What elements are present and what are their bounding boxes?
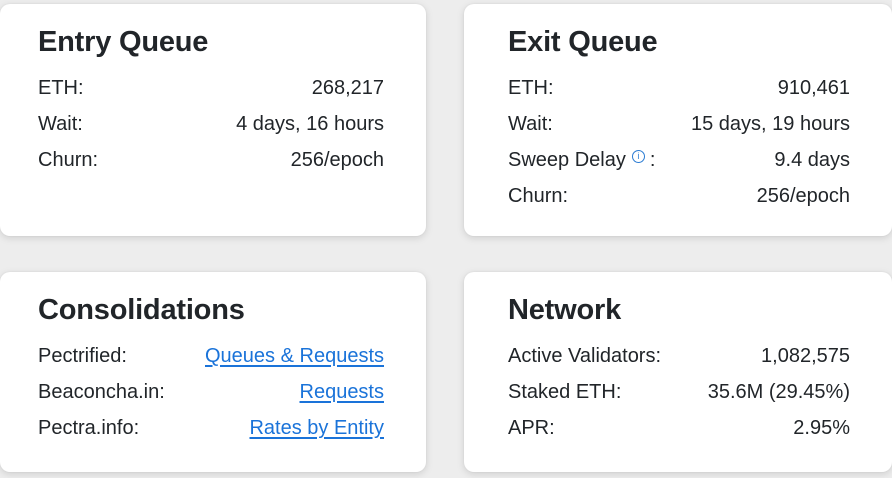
stat-label: Pectra.info: <box>38 417 140 439</box>
exit-queue-sweep-delay-row: Sweep Delay i: 9.4 days <box>508 142 850 178</box>
entry-queue-card: Entry Queue ETH: 268,217 Wait: 4 days, 1… <box>0 4 426 236</box>
exit-queue-title: Exit Queue <box>508 26 658 58</box>
entry-queue-wait-row: Wait: 4 days, 16 hours <box>38 106 384 142</box>
exit-queue-eth-row: ETH: 910,461 <box>508 70 850 106</box>
stat-label: APR: <box>508 417 555 439</box>
stat-value: 15 days, 19 hours <box>691 113 850 135</box>
stat-value: 910,461 <box>777 77 850 99</box>
stat-value: 35.6M (29.45%) <box>707 381 850 403</box>
beaconcha-requests-link[interactable]: Requests <box>299 381 385 403</box>
consolidations-beaconcha-row: Beaconcha.in: Requests <box>38 374 384 410</box>
stat-label: ETH: <box>508 77 554 99</box>
stat-label: Churn: <box>38 149 99 171</box>
stat-value: 9.4 days <box>774 149 850 171</box>
consolidations-pectra-row: Pectra.info: Rates by Entity <box>38 410 384 446</box>
stat-value: 2.95% <box>793 417 850 439</box>
sweep-delay-colon: : <box>649 149 656 171</box>
stat-value: 268,217 <box>311 77 384 99</box>
exit-queue-card: Exit Queue ETH: 910,461 Wait: 15 days, 1… <box>464 4 892 236</box>
network-active-validators-row: Active Validators: 1,082,575 <box>508 338 850 374</box>
stat-label: Wait: <box>38 113 83 135</box>
stat-label: Staked ETH: <box>508 381 622 403</box>
stat-label: Beaconcha.in: <box>38 381 165 403</box>
info-icon[interactable]: i <box>631 150 645 163</box>
stat-value: 256/epoch <box>756 185 850 207</box>
consolidations-pectrified-row: Pectrified: Queues & Requests <box>38 338 384 374</box>
stat-label: ETH: <box>38 77 84 99</box>
consolidations-title: Consolidations <box>38 294 245 326</box>
entry-queue-title: Entry Queue <box>38 26 209 58</box>
network-card: Network Active Validators: 1,082,575 Sta… <box>464 272 892 472</box>
stat-label: Churn: <box>508 185 569 207</box>
network-title: Network <box>508 294 622 326</box>
stat-value: 1,082,575 <box>761 345 850 367</box>
stat-value: 256/epoch <box>290 149 384 171</box>
stat-value: 4 days, 16 hours <box>236 113 384 135</box>
stat-label: Pectrified: <box>38 345 127 367</box>
network-staked-eth-row: Staked ETH: 35.6M (29.45%) <box>508 374 850 410</box>
sweep-delay-label: Sweep Delay <box>508 149 626 171</box>
exit-queue-churn-row: Churn: 256/epoch <box>508 178 850 214</box>
entry-queue-churn-row: Churn: 256/epoch <box>38 142 384 178</box>
exit-queue-wait-row: Wait: 15 days, 19 hours <box>508 106 850 142</box>
pectra-rates-by-entity-link[interactable]: Rates by Entity <box>249 417 384 439</box>
stat-label: Active Validators: <box>508 345 662 367</box>
entry-queue-eth-row: ETH: 268,217 <box>38 70 384 106</box>
network-apr-row: APR: 2.95% <box>508 410 850 446</box>
stat-label: Sweep Delay i: <box>508 142 655 178</box>
stat-label: Wait: <box>508 113 553 135</box>
consolidations-card: Consolidations Pectrified: Queues & Requ… <box>0 272 426 472</box>
pectrified-queues-requests-link[interactable]: Queues & Requests <box>205 345 384 367</box>
